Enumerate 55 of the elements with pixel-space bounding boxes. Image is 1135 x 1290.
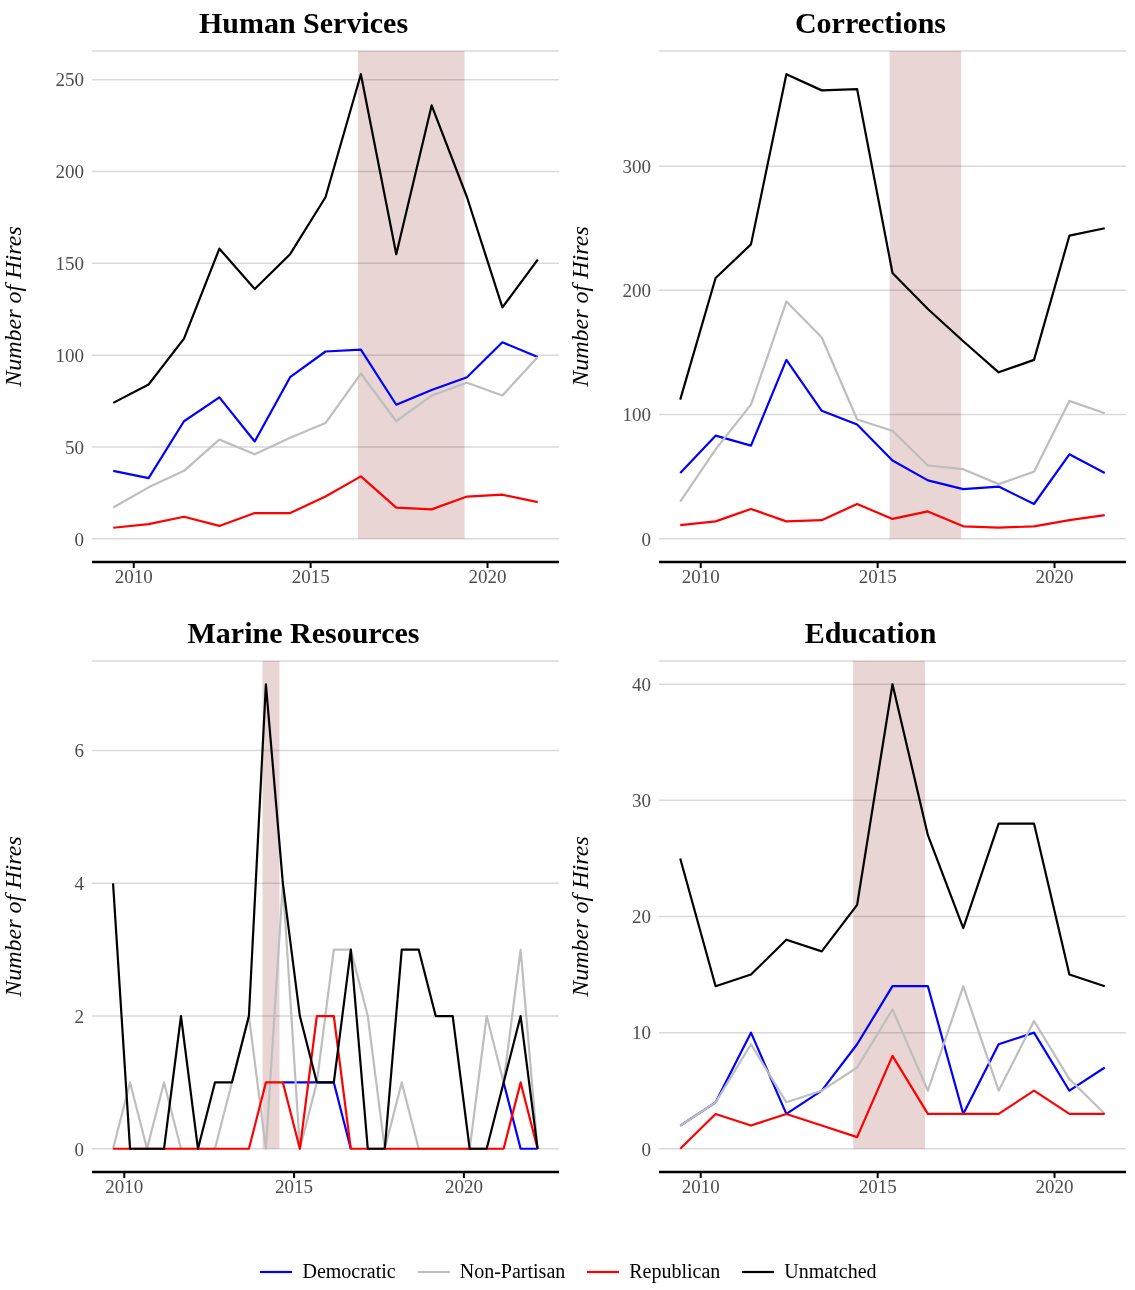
x-tick-label: 2015 [291,566,330,588]
y-axis-title: Number of Hires [0,836,26,998]
y-axis-title: Number of Hires [0,226,26,388]
y-tick-label: 0 [74,528,84,550]
y-tick-label: 40 [632,673,651,695]
chart-title: Education [803,615,938,651]
x-tick-label: 2020 [1035,566,1074,588]
y-tick-label: 0 [74,1138,84,1160]
y-tick-label: 300 [622,155,651,177]
y-tick-label: 0 [641,1138,651,1160]
x-tick-label: 2010 [681,566,720,588]
line-series [679,73,1106,401]
legend-label: Unmatched [784,1260,877,1283]
y-tick-label: 100 [55,344,84,366]
line-series [679,683,1106,988]
x-tick-label: 2015 [858,566,897,588]
y-tick-label: 100 [622,404,651,426]
y-tick-label: 30 [632,790,651,812]
line-series [679,300,1106,503]
legend-label: Democratic [302,1260,396,1283]
legend-label: Non-Partisan [459,1260,566,1283]
y-tick-label: 20 [632,906,651,928]
y-tick-label: 10 [632,1022,651,1044]
y-tick-label: 4 [74,873,85,895]
legend-label: Republican [629,1260,721,1283]
line-series [112,73,539,404]
y-tick-label: 250 [55,69,84,91]
x-tick-label: 2020 [444,1176,483,1198]
x-tick-label: 2020 [1035,1176,1074,1198]
line-series [112,355,539,509]
line-series [679,502,1106,529]
chart-title: Corrections [793,5,948,41]
x-tick-label: 2010 [114,566,153,588]
y-tick-label: 200 [622,280,651,302]
line-series [679,1054,1106,1150]
line-series [679,985,1106,1127]
y-tick-label: 2 [74,1005,84,1027]
line-series [112,341,539,480]
line-series [112,475,539,529]
y-axis-title: Number of Hires [566,836,593,998]
y-tick-label: 150 [55,253,84,275]
x-tick-label: 2015 [858,1176,897,1198]
y-tick-label: 200 [55,161,84,183]
line-series [679,358,1106,506]
y-tick-label: 0 [641,528,651,550]
y-tick-label: 50 [65,436,84,458]
x-tick-label: 2010 [105,1176,144,1198]
y-tick-label: 6 [74,740,84,762]
x-tick-label: 2015 [275,1176,314,1198]
y-axis-title: Number of Hires [566,226,593,388]
chart-title: Human Services [197,5,410,41]
x-tick-label: 2010 [681,1176,720,1198]
line-series [111,683,539,1150]
x-tick-label: 2020 [468,566,507,588]
chart-title: Marine Resources [186,615,421,651]
